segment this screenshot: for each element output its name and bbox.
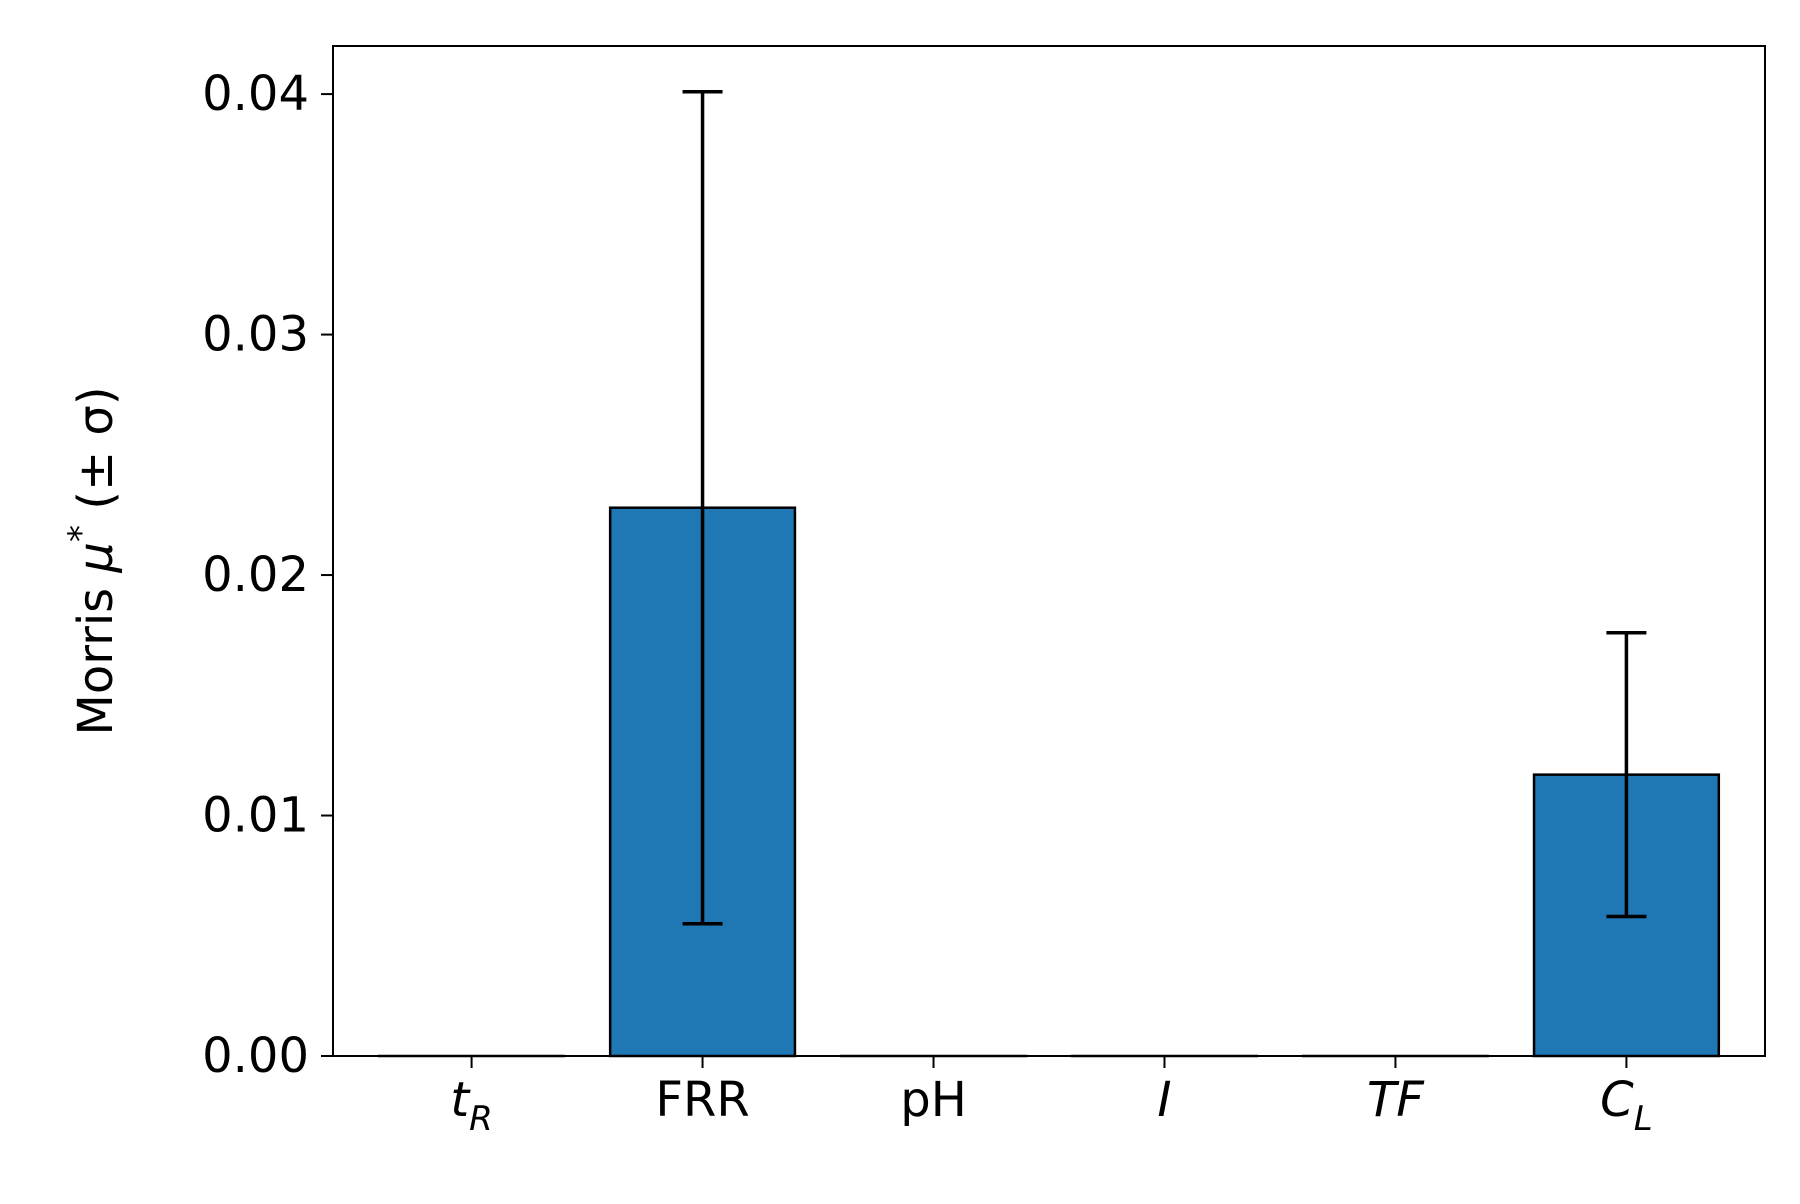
y-axis-label: Morris μ* (± σ) (61, 386, 124, 735)
y-tick-label-1: 0.01 (202, 788, 309, 844)
y-tick-label-4: 0.04 (202, 66, 309, 122)
x-tick-label-2: pH (900, 1072, 967, 1128)
y-tick-label-2: 0.02 (202, 547, 309, 603)
plot-area: 0.00 0.01 0.02 0.03 0.04 tR FRR pH I TF CL Morris μ… (61, 46, 1765, 1139)
y-tick-label-3: 0.03 (202, 307, 309, 363)
x-tick-label-3: I (1157, 1072, 1171, 1128)
x-tick-label-0: tR (450, 1072, 492, 1139)
y-tick-label-0: 0.00 (202, 1028, 309, 1084)
x-tick-label-4: TF (1367, 1072, 1425, 1128)
x-tick-label-1: FRR (655, 1072, 749, 1128)
x-tick-label-5: CL (1600, 1072, 1652, 1139)
